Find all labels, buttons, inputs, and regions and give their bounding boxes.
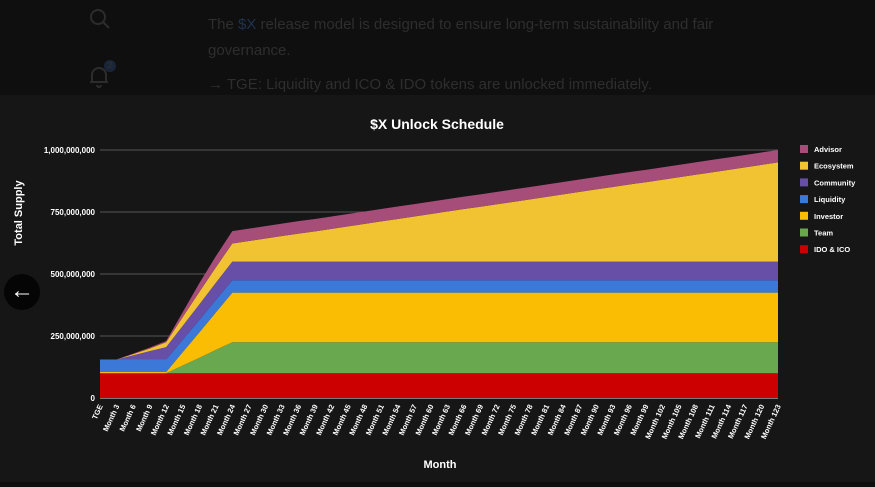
article-section: 2 The $X release model is designed to en…: [0, 0, 875, 95]
legend-swatch: [800, 195, 808, 204]
legend-swatch: [800, 211, 808, 220]
legend-label: Investor: [814, 212, 843, 221]
tge-bullet: → TGE: Liquidity and ICO & IDO tokens ar…: [208, 76, 652, 93]
paragraph-text: release model is designed to ensure long…: [208, 16, 714, 59]
paragraph-text: The: [208, 16, 239, 33]
legend-item[interactable]: Team: [800, 228, 833, 238]
area-advisor: [100, 150, 778, 360]
y-tick-label: 250,000,000: [51, 332, 96, 341]
area-community: [100, 261, 778, 360]
y-tick-label: 1,000,000,000: [44, 146, 96, 155]
area-investor: [100, 292, 778, 374]
legend-item[interactable]: Ecosystem: [800, 161, 854, 171]
area-ido-ico: [100, 373, 778, 398]
legend-swatch: [800, 178, 808, 187]
x-tick-label: TGE: [90, 403, 105, 421]
legend-item[interactable]: Liquidity: [800, 195, 846, 204]
legend-item[interactable]: Investor: [800, 211, 843, 221]
area-liquidity: [100, 280, 778, 372]
x-axis-title: Month: [424, 459, 457, 471]
legend-swatch: [800, 228, 808, 237]
legend-label: Advisor: [814, 145, 842, 154]
arrow-left-icon: ←: [10, 277, 34, 304]
notification-badge: 2: [104, 60, 116, 72]
legend-swatch: [800, 161, 808, 170]
back-button[interactable]: ←: [4, 274, 40, 310]
search-icon[interactable]: [88, 7, 112, 36]
chart-title: $X Unlock Schedule: [370, 116, 504, 132]
legend-label: IDO & ICO: [814, 245, 850, 254]
y-tick-label: 0: [91, 394, 96, 403]
legend-item[interactable]: IDO & ICO: [800, 245, 850, 254]
y-tick-label: 750,000,000: [51, 208, 96, 217]
legend-swatch: [800, 245, 808, 254]
area-ecosystem: [100, 162, 778, 360]
legend-label: Liquidity: [814, 195, 846, 204]
bell-icon[interactable]: [88, 64, 110, 93]
y-tick-label: 500,000,000: [51, 270, 96, 279]
legend-label: Ecosystem: [814, 162, 854, 171]
intro-paragraph: The $X release model is designed to ensu…: [208, 12, 728, 64]
legend-item[interactable]: Advisor: [800, 145, 842, 154]
area-team: [100, 342, 778, 374]
unlock-schedule-chart: $X Unlock Schedule 0 250,000,000 500,000,0…: [0, 95, 875, 482]
token-link[interactable]: $X: [238, 16, 257, 33]
y-axis-title: Total Supply: [13, 180, 25, 246]
legend-item[interactable]: Community: [800, 178, 856, 187]
chart-svg: $X Unlock Schedule 0 250,000,000 500,000,0…: [13, 116, 856, 471]
legend-swatch: [800, 145, 808, 153]
legend-label: Community: [814, 178, 856, 187]
legend-label: Team: [814, 229, 833, 238]
